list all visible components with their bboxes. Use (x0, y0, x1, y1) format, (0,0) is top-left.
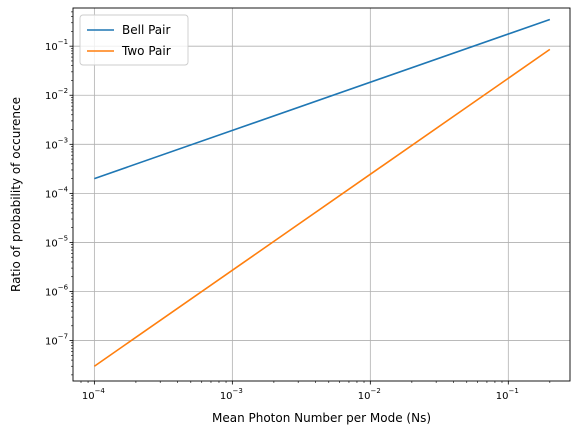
x-tick-label: 10−2 (358, 387, 381, 402)
x-tick-label: 10−3 (220, 387, 243, 402)
series-line-two-pair (93, 48, 551, 367)
x-tick-label: 10−1 (496, 387, 519, 402)
legend-label-two-pair: Two Pair (121, 44, 171, 58)
y-tick-label: 10−6 (45, 284, 69, 299)
y-tick-label: 10−2 (45, 87, 68, 102)
x-axis-label: Mean Photon Number per Mode (Ns) (212, 411, 431, 425)
legend-box (79, 14, 189, 66)
plot-frame (72, 7, 571, 382)
y-axis-label: Ratio of probability of occurence (9, 97, 23, 292)
axis-ticks: 10−4 10−3 10−2 10−1 10−7 10−6 10−5 10−4 10−3 10−2… (45, 38, 519, 402)
y-tick-label: 10−5 (45, 234, 68, 249)
y-tick-label: 10−4 (45, 185, 69, 200)
y-tick-label: 10−7 (45, 333, 68, 348)
legend-label-bell-pair: Bell Pair (122, 23, 170, 37)
y-tick-label: 10−3 (45, 136, 68, 151)
x-tick-label: 10−4 (82, 387, 106, 402)
minor-ticks (71, 11, 551, 383)
y-tick-label: 10−1 (45, 38, 68, 53)
series-line-bell-pair (94, 18, 551, 180)
legend: Bell Pair Two Pair (79, 14, 189, 66)
plot-series (93, 18, 551, 367)
